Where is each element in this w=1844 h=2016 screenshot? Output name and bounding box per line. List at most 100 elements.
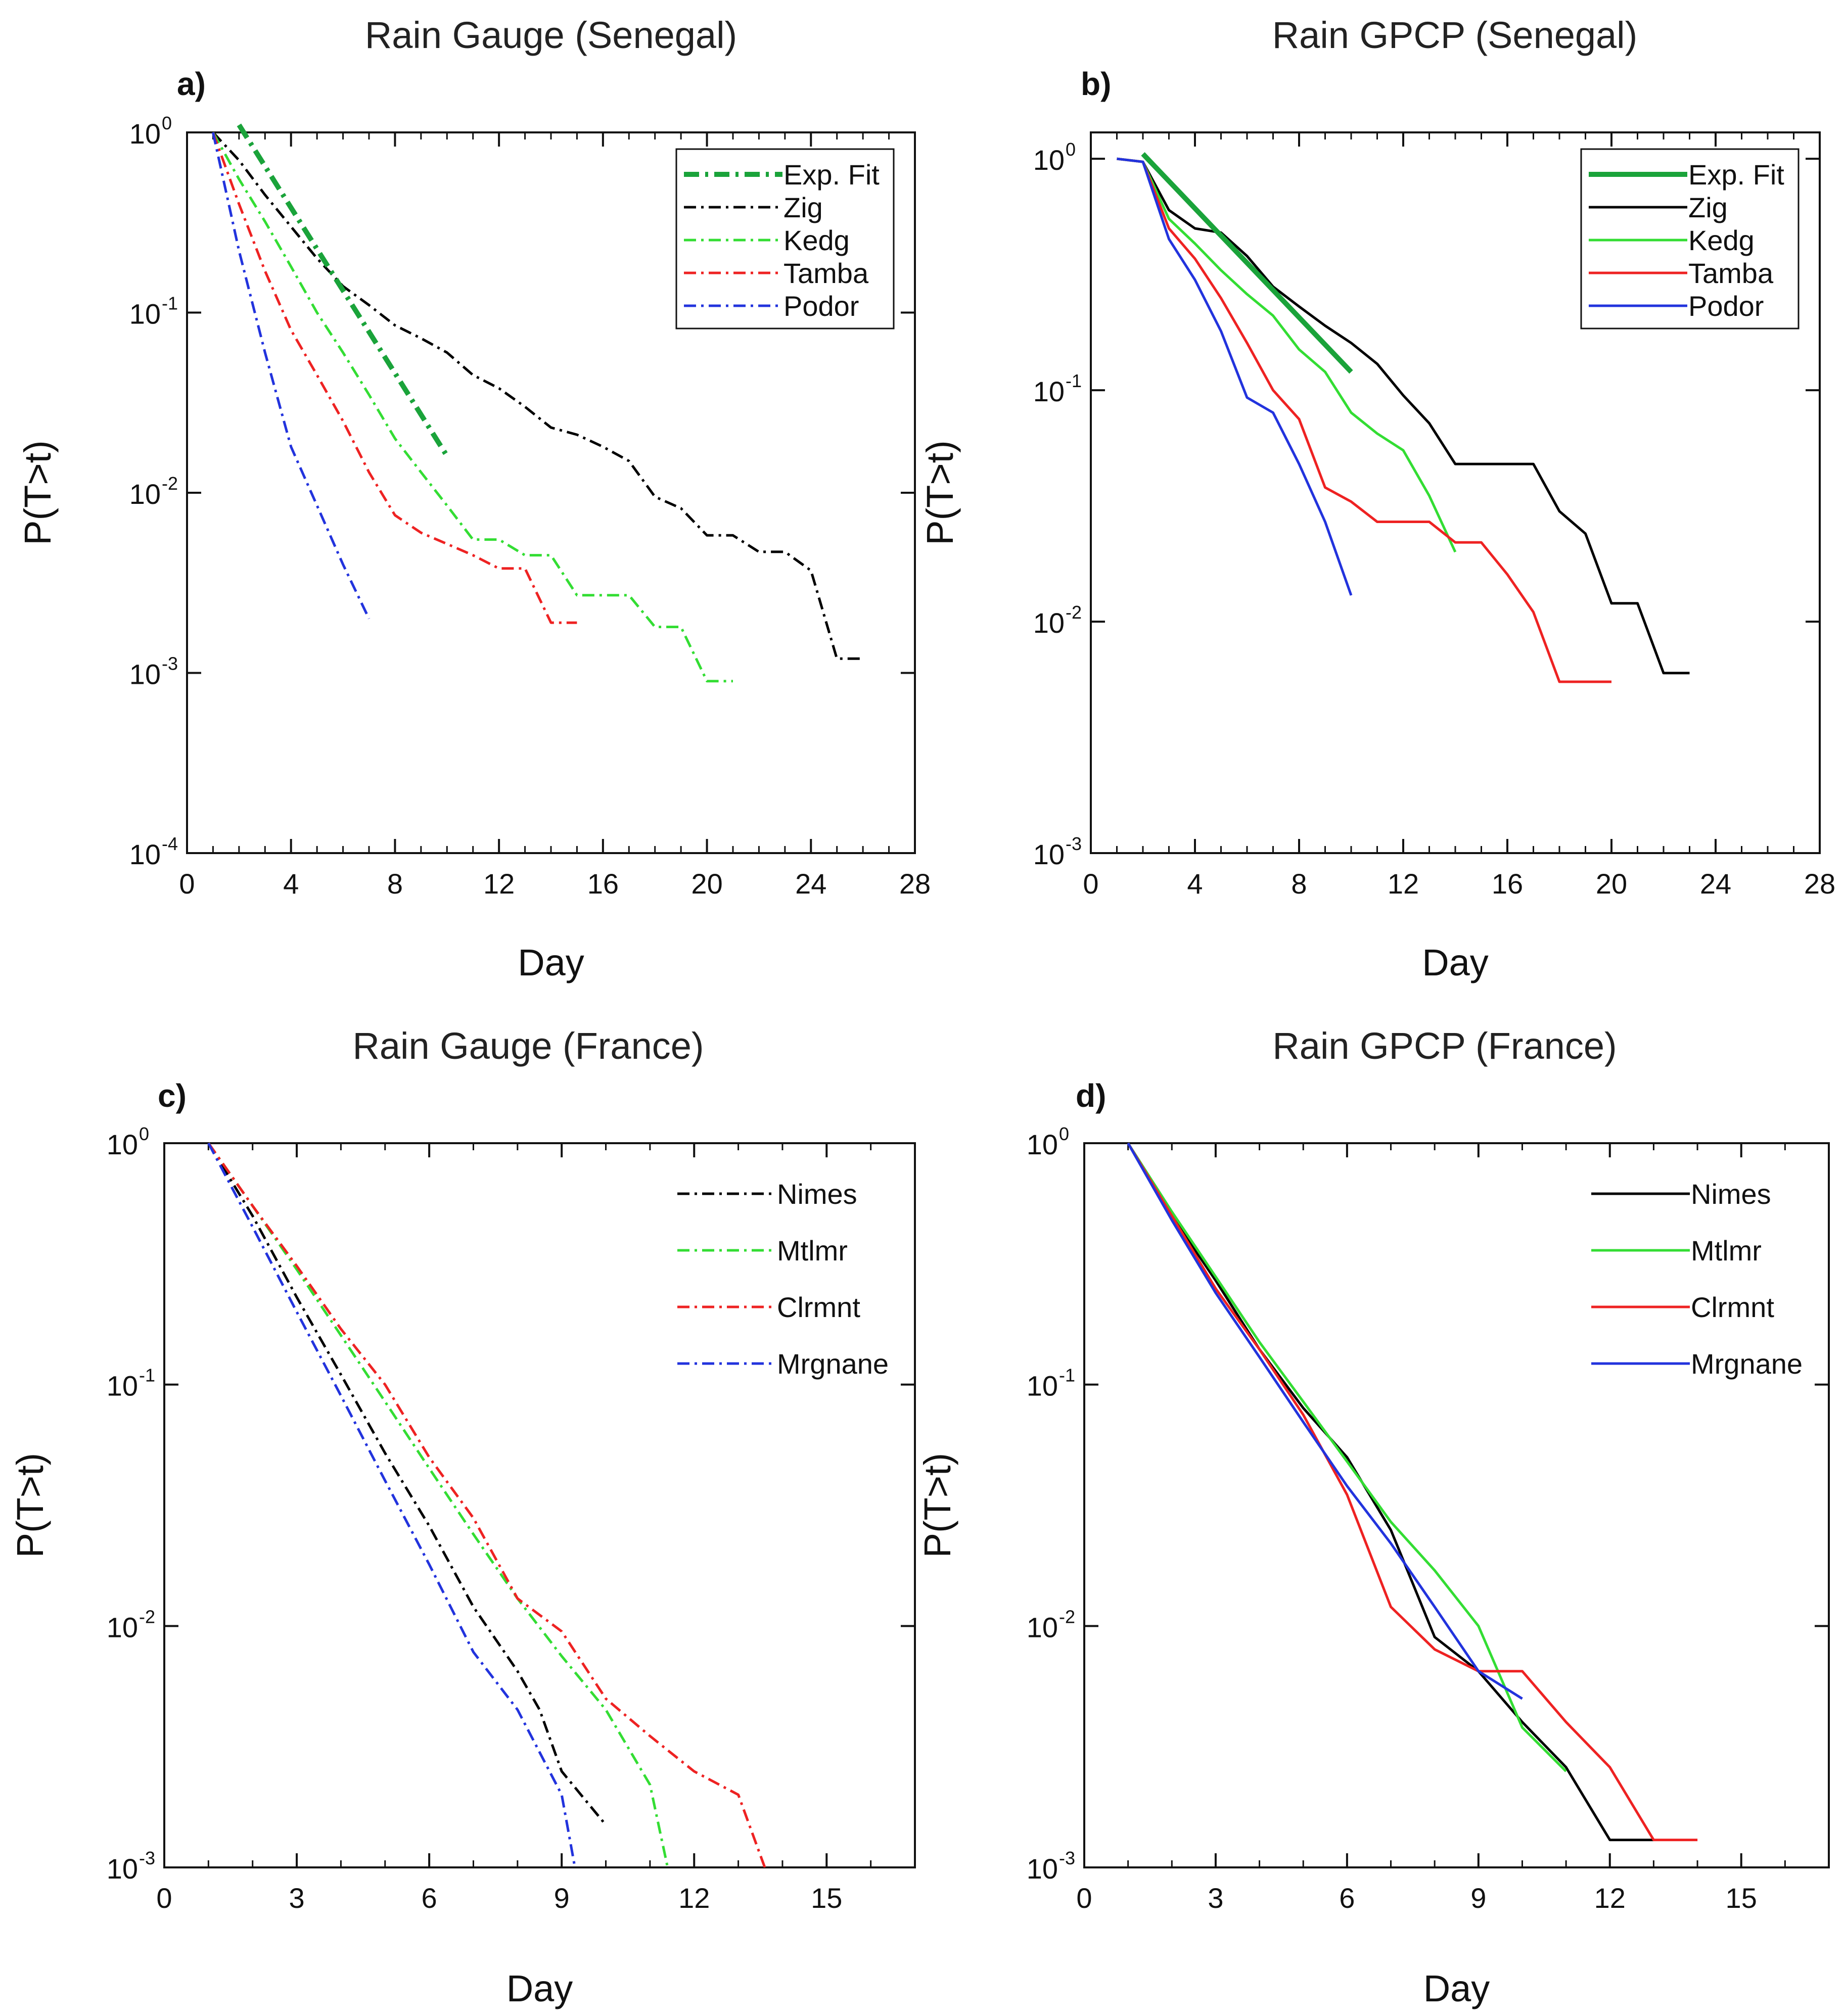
y-tick-exponent: 0 <box>1059 1123 1069 1144</box>
chart-title: Rain Gauge (Senegal) <box>365 14 737 56</box>
y-axis-label: P(T>t) <box>17 440 59 545</box>
plot-frame <box>163 1142 916 1868</box>
x-tick-label: 20 <box>1596 868 1627 900</box>
y-tick-exponent: -1 <box>1066 370 1082 391</box>
y-tick-exponent: -2 <box>1066 602 1082 623</box>
y-axis-label: P(T>t) <box>9 1453 51 1558</box>
y-tick-exponent: 0 <box>139 1123 149 1144</box>
x-tick-label: 4 <box>1187 868 1203 900</box>
series-line-mtlmr <box>1127 1142 1567 1772</box>
panel-label: a) <box>177 66 206 102</box>
y-tick-exponent: -1 <box>139 1365 155 1386</box>
x-tick-label: 15 <box>1726 1882 1757 1914</box>
y-axis-label: P(T>t) <box>916 1453 958 1558</box>
series-line-clrmnt <box>207 1142 766 1867</box>
y-tick-label: 10 <box>1033 144 1065 176</box>
legend-label: Kedg <box>783 224 850 256</box>
x-axis-label: Day <box>1422 942 1489 983</box>
y-tick-label: 10 <box>1027 1370 1058 1402</box>
x-tick-label: 3 <box>289 1882 304 1914</box>
y-tick-exponent: -2 <box>162 473 178 494</box>
x-axis-label: Day <box>1423 1967 1490 2009</box>
chart-title: Rain Gauge (France) <box>352 1025 704 1067</box>
x-tick-label: 0 <box>156 1882 172 1914</box>
panel-label: d) <box>1076 1077 1106 1114</box>
legend-label: Zig <box>1688 192 1728 223</box>
y-tick-exponent: -3 <box>162 653 178 674</box>
panel-label: b) <box>1081 66 1111 102</box>
x-tick-label: 6 <box>422 1882 437 1914</box>
legend-label: Podor <box>783 290 859 322</box>
series-line-podor <box>1117 157 1353 596</box>
y-tick-exponent: -2 <box>1059 1606 1075 1627</box>
y-tick-exponent: -3 <box>139 1848 155 1868</box>
y-tick-label: 10 <box>129 298 161 330</box>
x-tick-label: 0 <box>1076 1882 1092 1914</box>
y-tick-exponent: 0 <box>1066 139 1076 160</box>
series-line-exp-fit <box>237 123 449 457</box>
x-tick-label: 16 <box>587 868 619 900</box>
series-line-podor <box>211 132 371 620</box>
panel-label: c) <box>158 1077 187 1114</box>
x-tick-label: 9 <box>554 1882 570 1914</box>
y-tick-label: 10 <box>129 118 161 150</box>
x-tick-label: 3 <box>1208 1882 1223 1914</box>
series-line-zig <box>1117 157 1690 675</box>
legend-label: Kedg <box>1688 224 1755 256</box>
series-line-tamba <box>1117 157 1611 683</box>
x-tick-label: 6 <box>1339 1882 1355 1914</box>
legend-label: Clrmnt <box>1691 1291 1774 1323</box>
x-tick-label: 12 <box>483 868 515 900</box>
x-tick-label: 8 <box>387 868 403 900</box>
y-tick-exponent: -2 <box>139 1606 155 1627</box>
x-tick-label: 9 <box>1470 1882 1486 1914</box>
legend-label: Exp. Fit <box>783 159 880 191</box>
legend-label: Podor <box>1688 290 1764 322</box>
x-tick-label: 28 <box>1804 868 1835 900</box>
series-line-kedg <box>1117 157 1457 553</box>
x-axis-label: Day <box>518 942 584 983</box>
y-tick-label: 10 <box>129 838 161 870</box>
y-tick-exponent: -4 <box>162 833 178 854</box>
legend-label: Mrgnane <box>777 1348 889 1380</box>
x-tick-label: 0 <box>1083 868 1098 900</box>
series-line-kedg <box>212 131 733 683</box>
y-tick-label: 10 <box>1033 376 1065 407</box>
legend-label: Tamba <box>1688 257 1774 289</box>
series-line-mtlmr <box>207 1142 669 1867</box>
y-tick-label: 10 <box>1033 838 1065 870</box>
series-line-tamba <box>212 132 577 624</box>
y-tick-exponent: -1 <box>162 293 178 314</box>
series-line-nimes <box>1127 1142 1654 1842</box>
series-line-exp-fit <box>1141 152 1353 374</box>
y-tick-label: 10 <box>1033 607 1065 639</box>
y-tick-label: 10 <box>129 659 161 690</box>
legend-label: Nimes <box>777 1178 857 1210</box>
x-tick-label: 24 <box>795 868 826 900</box>
y-tick-label: 10 <box>129 478 161 510</box>
legend-label: Nimes <box>1691 1178 1771 1210</box>
legend-label: Exp. Fit <box>1688 159 1784 191</box>
x-tick-label: 24 <box>1700 868 1731 900</box>
y-tick-label: 10 <box>107 1129 138 1160</box>
chart-title: Rain GPCP (France) <box>1272 1025 1617 1067</box>
series-line-zig <box>212 131 863 660</box>
x-tick-label: 12 <box>678 1882 710 1914</box>
x-tick-label: 20 <box>691 868 722 900</box>
x-tick-label: 16 <box>1492 868 1523 900</box>
y-tick-label: 10 <box>1027 1853 1058 1885</box>
y-tick-label: 10 <box>107 1370 138 1402</box>
x-tick-label: 12 <box>1388 868 1419 900</box>
legend-label: Mtlmr <box>1691 1235 1762 1267</box>
legend-label: Tamba <box>783 257 869 289</box>
x-tick-label: 0 <box>179 868 195 900</box>
series-group <box>211 123 863 683</box>
series-line-nimes <box>207 1142 607 1826</box>
x-tick-label: 8 <box>1291 868 1307 900</box>
